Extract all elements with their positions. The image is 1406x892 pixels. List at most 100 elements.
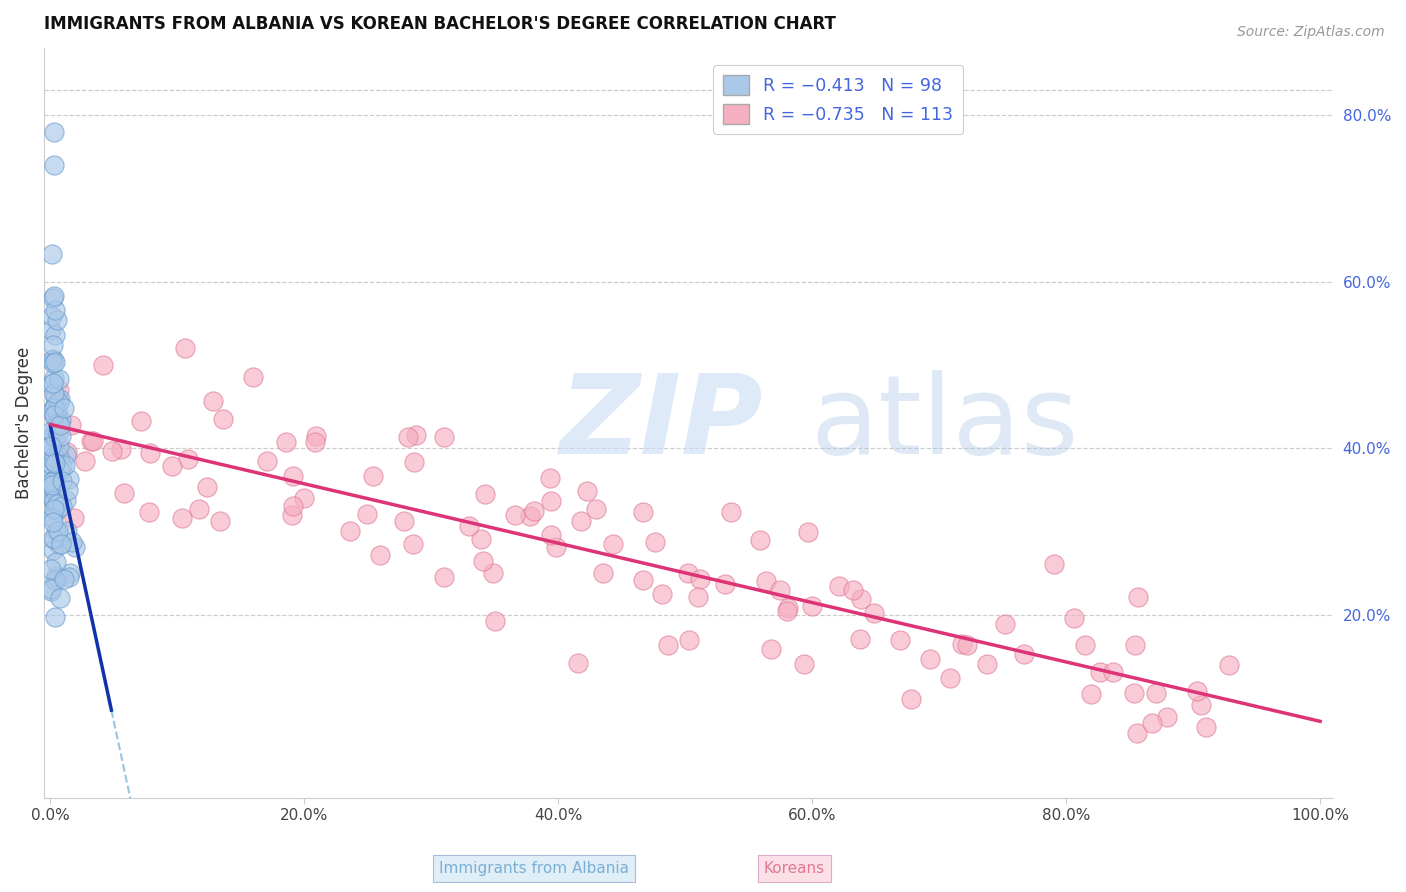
Point <box>44 483 66 497</box>
Point <box>51 500 73 514</box>
Point <box>172 511 194 525</box>
Point <box>900 692 922 706</box>
Point <box>939 671 962 685</box>
Point <box>950 637 973 651</box>
Point <box>59 566 82 580</box>
Point <box>49 413 72 427</box>
Point <box>42 356 65 370</box>
Point <box>49 591 72 605</box>
Point <box>793 657 815 671</box>
Point <box>41 515 63 529</box>
Point <box>396 430 419 444</box>
Point <box>749 533 772 548</box>
Point <box>46 402 69 417</box>
Point <box>42 408 65 422</box>
Point <box>42 429 65 443</box>
Point <box>42 454 65 468</box>
Point <box>1195 720 1218 734</box>
Point <box>46 524 69 539</box>
Point <box>41 458 63 473</box>
Point <box>42 510 65 524</box>
Point <box>39 376 62 391</box>
Point <box>39 437 62 451</box>
Legend: R = −0.413   N = 98, R = −0.735   N = 113: R = −0.413 N = 98, R = −0.735 N = 113 <box>713 64 963 134</box>
Point <box>48 383 70 397</box>
Point <box>283 469 305 483</box>
Point <box>44 420 66 434</box>
Point <box>849 632 872 647</box>
Point <box>39 424 62 438</box>
Point <box>46 571 69 585</box>
Point <box>39 439 62 453</box>
Point <box>59 418 82 433</box>
Point <box>49 429 72 443</box>
Point <box>42 338 65 352</box>
Point <box>112 486 135 500</box>
Point <box>39 323 62 337</box>
Point <box>956 638 979 652</box>
Point <box>523 504 546 518</box>
Point <box>49 392 72 406</box>
Point <box>160 459 183 474</box>
Point <box>44 476 66 491</box>
Point <box>41 478 63 492</box>
Point <box>576 484 599 499</box>
Point <box>276 434 298 449</box>
Point <box>48 538 70 552</box>
Point <box>1156 710 1178 724</box>
Point <box>778 601 800 615</box>
Point <box>1080 687 1102 701</box>
Point <box>368 548 391 562</box>
Point <box>41 562 63 576</box>
Point <box>356 507 378 521</box>
Point <box>256 454 278 468</box>
Point <box>1128 591 1150 605</box>
Point <box>41 353 63 368</box>
Point <box>46 416 69 430</box>
Point <box>48 450 70 465</box>
Point <box>651 587 673 601</box>
Point <box>538 471 561 485</box>
Point <box>633 573 655 587</box>
Point <box>505 508 527 523</box>
Point <box>339 524 361 539</box>
Point <box>100 444 122 458</box>
Point <box>129 414 152 428</box>
Text: IMMIGRANTS FROM ALBANIA VS KOREAN BACHELOR'S DEGREE CORRELATION CHART: IMMIGRANTS FROM ALBANIA VS KOREAN BACHEL… <box>44 15 837 33</box>
Point <box>42 532 65 546</box>
Point <box>585 502 607 516</box>
Point <box>48 371 70 385</box>
Point <box>44 390 66 404</box>
Point <box>44 386 66 401</box>
Point <box>42 401 65 416</box>
Point <box>402 537 425 551</box>
Point <box>58 570 80 584</box>
Point <box>42 352 65 367</box>
Point <box>138 505 160 519</box>
Point <box>48 463 70 477</box>
Point <box>657 638 679 652</box>
Point <box>139 446 162 460</box>
Point <box>1102 665 1125 679</box>
Point <box>188 501 211 516</box>
Point <box>242 370 264 384</box>
Point <box>41 402 63 417</box>
Point <box>63 541 86 555</box>
Point <box>51 458 73 473</box>
Point <box>44 328 66 343</box>
Point <box>49 537 72 551</box>
Point <box>1088 665 1111 679</box>
Point <box>82 434 104 448</box>
Point <box>44 371 66 385</box>
Point <box>472 554 495 568</box>
Point <box>1123 639 1146 653</box>
Point <box>1042 557 1064 571</box>
Point <box>48 439 70 453</box>
Point <box>80 434 103 448</box>
Point <box>55 448 77 462</box>
Point <box>45 555 67 569</box>
Point <box>470 532 492 546</box>
Point <box>44 302 66 317</box>
Point <box>482 566 505 580</box>
Point <box>44 573 66 587</box>
